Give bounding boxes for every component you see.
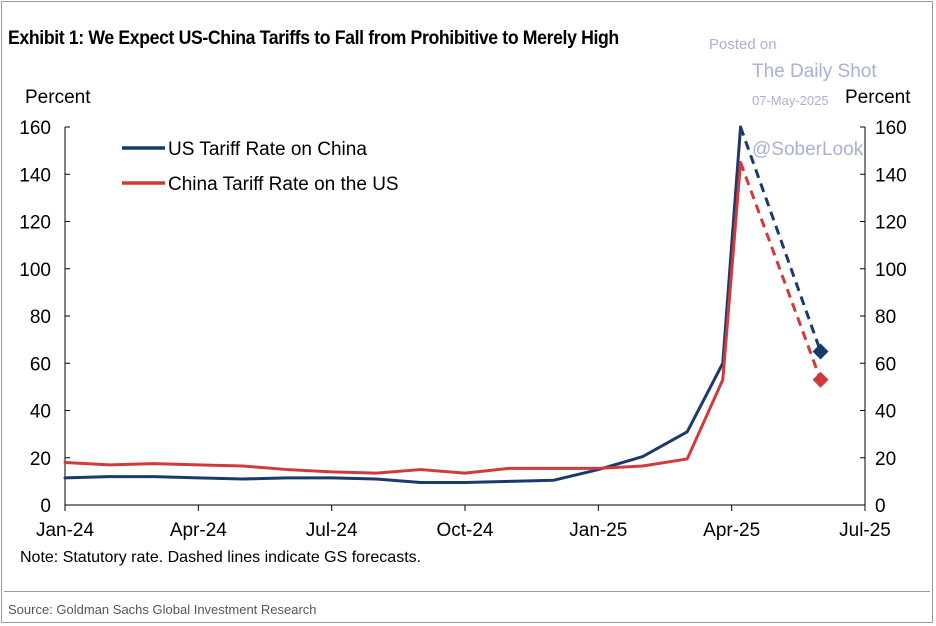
x-tick-label: Oct-24 [436, 520, 493, 541]
chart-note: Note: Statutory rate. Dashed lines indic… [20, 549, 422, 566]
y-tick-label-left: 100 [19, 260, 51, 281]
y-tick-label-left: 0 [40, 496, 51, 517]
watermark-posted-on: Posted on [709, 36, 777, 53]
china-tariff-forecast-marker [812, 371, 829, 388]
y-tick-label-right: 20 [875, 449, 896, 470]
y-tick-label-right: 40 [875, 402, 896, 423]
y-axis-right-label: Percent [845, 87, 911, 108]
x-tick-label: Jul-25 [839, 520, 891, 541]
chart-title: Exhibit 1: We Expect US-China Tariffs to… [8, 28, 619, 49]
us-tariff-forecast-marker [812, 343, 829, 360]
y-tick-label-right: 120 [875, 213, 907, 234]
y-tick-label-left: 80 [30, 307, 51, 328]
y-tick-label-left: 160 [19, 118, 51, 139]
y-tick-label-right: 140 [875, 165, 907, 186]
x-tick-label: Jul-24 [306, 520, 358, 541]
x-tick-label: Jan-24 [36, 520, 95, 541]
x-tick-label: Apr-24 [170, 520, 227, 541]
y-tick-label-left: 40 [30, 402, 51, 423]
watermark-date: 07-May-2025 [752, 93, 829, 108]
chart-source: Source: Goldman Sachs Global Investment … [8, 602, 317, 617]
china-tariff-series-line [63, 160, 743, 475]
y-tick-label-right: 160 [875, 118, 907, 139]
y-tick-label-left: 20 [30, 449, 51, 470]
watermark-site: The Daily Shot [752, 61, 877, 82]
x-tick-label: Apr-25 [703, 520, 760, 541]
y-tick-label-right: 0 [875, 496, 886, 517]
y-tick-label-right: 80 [875, 307, 896, 328]
y-tick-label-right: 60 [875, 354, 896, 375]
y-tick-label-left: 120 [19, 213, 51, 234]
x-tick-label: Jan-25 [569, 520, 627, 541]
y-tick-label-right: 100 [875, 260, 907, 281]
y-axis-left-label: Percent [25, 87, 91, 108]
us-tariff-forecast-line [739, 126, 822, 352]
legend-label: US Tariff Rate on China [168, 139, 367, 160]
source-divider [4, 591, 930, 592]
legend-label: China Tariff Rate on the US [168, 174, 399, 195]
china-tariff-forecast-line [739, 161, 822, 381]
y-tick-label-left: 140 [19, 165, 51, 186]
watermark-handle: @SoberLook [752, 139, 864, 160]
y-tick-label-left: 60 [30, 354, 51, 375]
us-tariff-series-line [63, 125, 743, 485]
